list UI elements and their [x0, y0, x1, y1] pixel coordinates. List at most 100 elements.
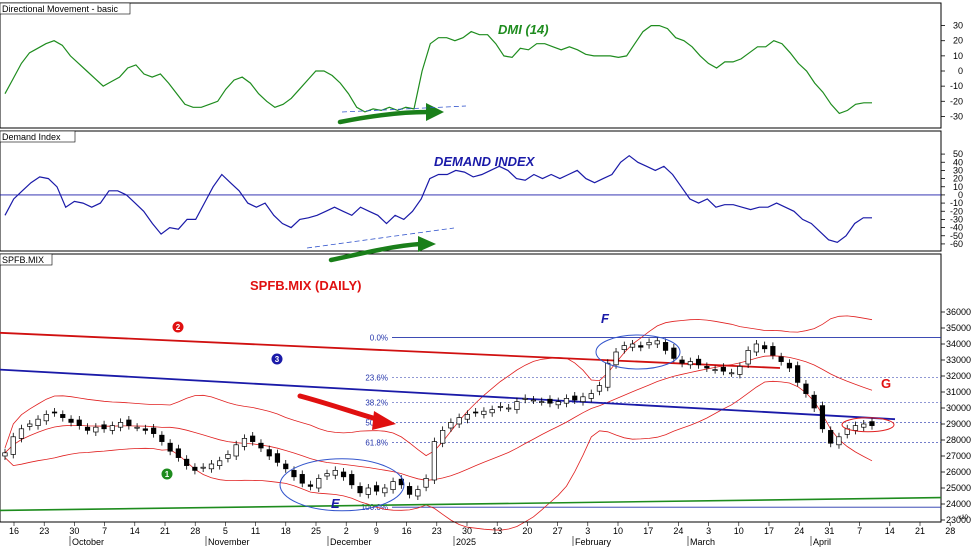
candle [134, 426, 140, 429]
candle [753, 343, 759, 353]
candle [481, 410, 487, 415]
candle [208, 463, 215, 470]
decorations: E F G 2 3 1 [161, 103, 895, 512]
badge-1-disc [161, 468, 173, 480]
y-tick-label: 30 [953, 165, 963, 175]
y-tick-label: 28000 [946, 435, 971, 445]
candle [506, 407, 512, 410]
y-tick-label: -60 [950, 239, 963, 249]
month-label: February [575, 537, 612, 547]
candle [497, 406, 504, 408]
candle [60, 414, 66, 418]
candle [572, 395, 578, 401]
candle [307, 484, 314, 487]
candle [712, 369, 718, 371]
fib-label: 61.8% [365, 438, 388, 447]
candle [390, 481, 396, 490]
y-tick-label: 31000 [946, 387, 971, 397]
bollinger-lower [4, 380, 873, 531]
candle [299, 474, 305, 484]
month-label: March [690, 537, 715, 547]
y-tick-label: 32000 [946, 371, 971, 381]
demand-divergence-line [306, 227, 455, 249]
label-f: F [601, 311, 610, 326]
y-tick-label: 20 [953, 174, 963, 184]
label-e: E [331, 496, 340, 511]
candle [448, 422, 454, 429]
candle [522, 398, 528, 400]
fib-label: 100.0% [361, 503, 388, 512]
y-tick-label: 27000 [946, 451, 971, 461]
candle [795, 365, 801, 383]
candle [547, 398, 553, 404]
candle [473, 411, 479, 414]
price-arrow-shaft [297, 393, 383, 423]
y-tick-label: 10 [953, 182, 963, 192]
candle [2, 452, 8, 457]
candle [332, 470, 338, 476]
trend-line-green [0, 496, 942, 512]
demand-panel-title: Demand Index [2, 132, 61, 142]
candle [852, 425, 859, 431]
candle [737, 366, 743, 375]
month-label: December [330, 537, 372, 547]
x-tick-label: 27 [553, 526, 563, 536]
candle [786, 362, 793, 369]
x-tick-label: 7 [102, 526, 107, 536]
candle [373, 485, 380, 492]
candle [84, 426, 91, 431]
dmi-annotation: DMI (14) [498, 22, 549, 37]
axes: 3020100-10-20-3050403020100-10-20-30-40-… [0, 21, 971, 547]
y-tick-label: 0 [958, 66, 963, 76]
demand-arrow-head [418, 236, 436, 252]
y-tick-label: 30000 [946, 403, 971, 413]
candle [250, 435, 256, 442]
candle [225, 454, 231, 459]
candle [93, 426, 99, 433]
candle [365, 487, 371, 495]
candle [241, 438, 248, 447]
badge-2-disc [172, 321, 184, 333]
y-tick-label: -20 [950, 96, 963, 106]
candle [291, 470, 297, 478]
candle [588, 393, 594, 399]
dmi-line [4, 25, 872, 115]
y-tick-label: 23000 [946, 515, 971, 525]
candle [489, 409, 495, 414]
badge-2-number: 2 [176, 323, 181, 332]
y-tick-label: -10 [950, 81, 963, 91]
x-tick-label: 16 [9, 526, 19, 536]
candle [126, 419, 132, 426]
trend-line-blue [0, 368, 896, 421]
plot-area: 0.0%23.6%38.2%50.0%61.8%100.0% [0, 25, 942, 531]
x-tick-label: 31 [824, 526, 834, 536]
x-tick-label: 3 [585, 526, 590, 536]
candle [539, 401, 545, 403]
y-tick-label: -50 [950, 231, 963, 241]
candle [440, 430, 446, 444]
dmi-title-box [0, 2, 131, 15]
candle [101, 424, 107, 430]
candle [811, 394, 817, 409]
demand-title-box [0, 130, 76, 143]
y-tick-label: 0 [958, 190, 963, 200]
candle [555, 401, 561, 406]
candle [869, 421, 875, 426]
demand-annotation: DEMAND INDEX [434, 154, 536, 169]
y-tick-label: 36000 [946, 307, 971, 317]
x-tick-label: 10 [613, 526, 623, 536]
candle [671, 347, 677, 359]
candle [423, 478, 429, 488]
candle [638, 345, 644, 348]
candle [530, 399, 537, 402]
x-tick-label: 10 [734, 526, 744, 536]
candle [184, 458, 190, 466]
x-tick-label: 21 [160, 526, 170, 536]
month-label: April [813, 537, 831, 547]
candle [406, 486, 413, 495]
y-tick-label: 34000 [946, 339, 971, 349]
label-g: G [881, 376, 891, 391]
candle [629, 343, 636, 348]
candle [349, 474, 355, 486]
